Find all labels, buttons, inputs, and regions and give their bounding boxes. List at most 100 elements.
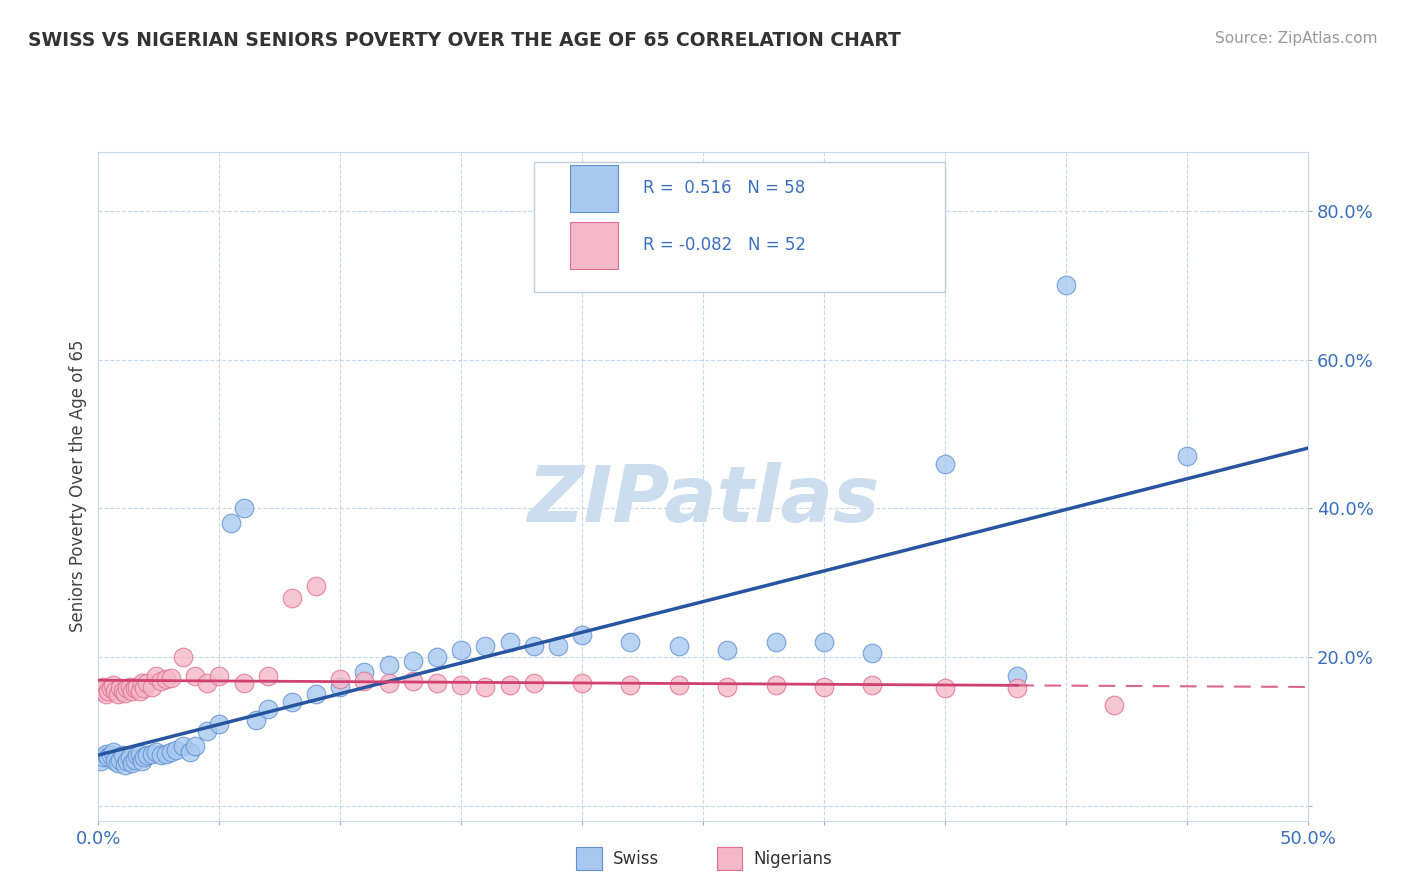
Point [114,686,136,700]
Point [619,635,641,649]
Point [100,681,122,696]
Point [108,753,131,767]
Point [127,680,149,694]
Point [765,678,787,692]
Text: SWISS VS NIGERIAN SENIORS POVERTY OVER THE AGE OF 65 CORRELATION CHART: SWISS VS NIGERIAN SENIORS POVERTY OVER T… [28,31,901,50]
Y-axis label: Seniors Poverty Over the Age of 65: Seniors Poverty Over the Age of 65 [69,340,87,632]
Point [305,580,328,594]
Point [107,756,129,770]
Point [450,642,472,657]
Point [498,678,520,692]
Point [716,680,738,694]
Point [101,745,124,759]
Point [127,748,149,763]
Point [498,635,520,649]
Text: R = -0.082   N = 52: R = -0.082 N = 52 [643,236,806,254]
Point [91,680,114,694]
Point [134,681,156,696]
Point [165,743,187,757]
Point [155,673,177,687]
Point [114,758,136,772]
Point [118,680,141,694]
Point [121,756,143,770]
Point [813,635,835,649]
Point [860,678,883,692]
Point [256,669,278,683]
Point [1007,669,1029,683]
Point [571,628,593,642]
Point [523,676,546,690]
Point [860,646,883,660]
Point [100,748,122,763]
Point [150,673,173,688]
Point [474,639,496,653]
Point [1054,278,1077,293]
Bar [569,222,619,268]
Point [353,673,375,688]
Point [141,747,163,761]
Point [111,683,134,698]
Point [160,671,183,685]
Point [208,669,231,683]
Point [668,678,690,692]
Point [232,676,254,690]
Point [90,754,112,768]
Text: Swiss: Swiss [613,849,659,868]
Point [426,650,449,665]
Point [813,680,835,694]
Point [131,754,153,768]
Point [160,745,183,759]
Point [172,739,194,754]
Point [107,687,129,701]
Point [134,750,156,764]
Point [716,642,738,657]
Point [221,516,243,531]
Point [104,754,127,768]
Point [179,745,201,759]
Point [141,680,163,694]
Point [128,683,150,698]
Point [94,747,117,761]
Point [135,748,157,763]
Point [172,650,194,665]
Point [90,683,112,698]
FancyBboxPatch shape [534,161,945,293]
Point [124,681,146,696]
Point [108,681,131,696]
Point [118,750,141,764]
Point [765,635,787,649]
Point [256,702,278,716]
Point [1007,681,1029,696]
Point [117,681,139,696]
Text: Nigerians: Nigerians [754,849,832,868]
Point [128,747,150,761]
Point [111,748,134,763]
Point [145,669,167,683]
Point [450,678,472,692]
Point [121,683,143,698]
Point [155,747,177,761]
Point [474,680,496,694]
Point [1102,698,1125,713]
Point [104,683,127,698]
Point [97,750,120,764]
Point [184,739,207,754]
Point [353,665,375,679]
Point [124,753,146,767]
Point [232,501,254,516]
Text: Source: ZipAtlas.com: Source: ZipAtlas.com [1215,31,1378,46]
Point [131,676,153,690]
Point [94,687,117,701]
Text: R =  0.516   N = 58: R = 0.516 N = 58 [643,179,804,197]
Point [619,678,641,692]
Point [426,676,449,690]
Point [97,683,120,698]
Point [402,673,425,688]
Point [329,680,352,694]
Point [402,654,425,668]
Point [145,745,167,759]
Point [934,457,956,471]
Point [195,676,218,690]
Point [377,657,399,672]
Text: ZIPatlas: ZIPatlas [527,461,879,538]
